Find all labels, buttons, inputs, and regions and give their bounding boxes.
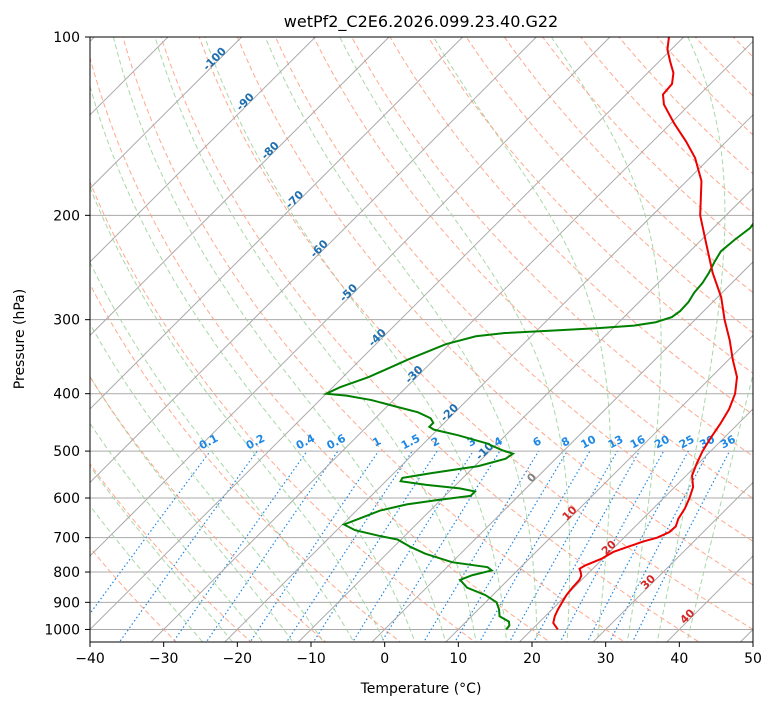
mixing-ratio-line <box>380 450 501 642</box>
isotherm-line <box>90 37 243 190</box>
dry-adiabat <box>90 375 327 642</box>
x-tick-label: 10 <box>449 651 467 667</box>
dry-adiabat <box>90 546 177 642</box>
chart-title: wetPf2_C2E6.2026.099.23.40.G22 <box>284 12 558 32</box>
isotherm-line <box>371 261 753 642</box>
dry-adiabat <box>465 37 753 334</box>
moist-adiabat <box>204 37 507 642</box>
isotherm-line <box>150 40 753 642</box>
y-tick-label: 100 <box>53 30 80 46</box>
moist-adiabat <box>551 37 662 642</box>
y-tick-label: 900 <box>53 595 80 611</box>
x-tick-label: 20 <box>523 651 541 667</box>
dry-adiabat <box>122 37 626 642</box>
plot-frame <box>89 36 754 643</box>
isotherm-line <box>518 408 753 642</box>
mixing-ratio-lines <box>90 450 731 642</box>
dry-adiabat <box>90 462 252 642</box>
isotherm-line <box>90 37 317 263</box>
dry-adiabat <box>198 37 753 631</box>
x-tick-label: 30 <box>597 651 615 667</box>
moist-adiabat <box>90 186 385 642</box>
mixing-ratio-label: 10 <box>579 433 599 452</box>
y-axis-ticks: 100 200 300 400 500 600 700 800 900 1000 <box>44 30 90 638</box>
dry-adiabat <box>351 37 753 457</box>
moist-adiabats <box>90 37 753 642</box>
mixing-ratio-line <box>312 450 438 642</box>
dewpoint-line <box>322 222 753 631</box>
mixing-ratio-label: 13 <box>606 433 626 452</box>
y-axis-label: Pressure (hPa) <box>12 289 28 389</box>
mixing-ratio-label: 36 <box>718 433 738 452</box>
x-tick-label: −30 <box>149 651 179 667</box>
mixing-ratio-label: 16 <box>628 433 648 452</box>
mixing-ratio-line <box>559 450 665 642</box>
mixing-ratio-line <box>454 450 568 642</box>
isotherm-line <box>90 37 538 484</box>
x-axis-ticks: −40 −30 −20 −10 0 10 20 30 40 50 <box>75 642 762 667</box>
moist-adiabat <box>90 322 324 642</box>
y-tick-label: 600 <box>53 491 80 507</box>
dry-adiabat <box>90 283 402 642</box>
x-tick-label: 50 <box>744 651 762 667</box>
dry-adiabat <box>236 37 753 586</box>
isotherm-line <box>445 334 753 642</box>
isotherm-line <box>90 37 685 631</box>
mixing-ratio-line <box>533 450 640 642</box>
isotherm-lines <box>90 37 753 642</box>
moist-adiabat <box>112 37 447 642</box>
dry-adiabat <box>503 37 753 294</box>
moist-adiabat <box>154 37 477 642</box>
y-tick-label: 1000 <box>44 622 80 638</box>
moist-adiabat <box>264 37 538 642</box>
mixing-ratio-line <box>118 450 258 642</box>
moist-adiabat <box>90 261 355 642</box>
y-tick-label: 800 <box>53 565 80 581</box>
mixing-ratio-label: 25 <box>677 433 697 452</box>
y-tick-label: 500 <box>53 444 80 460</box>
moist-adiabat <box>90 422 264 642</box>
y-tick-label: 200 <box>53 208 80 224</box>
mixing-ratio-line <box>249 450 380 642</box>
dry-adiabat <box>90 180 476 642</box>
moist-adiabat <box>90 465 234 642</box>
x-tick-label: −20 <box>223 651 253 667</box>
dry-adiabat <box>160 37 701 642</box>
y-tick-label: 400 <box>53 387 80 403</box>
x-tick-label: 40 <box>670 651 688 667</box>
isotherm-line <box>90 37 611 557</box>
moist-adiabat <box>339 37 571 642</box>
isotherm-line <box>90 37 390 337</box>
mixing-ratio-line <box>423 450 540 642</box>
y-tick-label: 700 <box>53 531 80 547</box>
mixing-ratio-line <box>205 450 339 642</box>
pressure-gridlines <box>90 37 753 630</box>
temperature-line <box>552 37 739 631</box>
x-tick-label: −10 <box>296 651 326 667</box>
mixing-ratio-line <box>285 450 413 642</box>
moist-adiabat <box>433 37 611 642</box>
dry-adiabat <box>90 55 551 642</box>
y-tick-label: 300 <box>53 313 80 329</box>
mixing-ratio-line <box>479 450 591 642</box>
x-axis-label: Temperature (°C) <box>360 681 482 697</box>
mixing-ratio-line <box>586 450 689 642</box>
moist-adiabat <box>90 375 294 642</box>
moist-adiabat <box>686 372 753 642</box>
isotherm-line <box>592 481 753 642</box>
moist-adiabat <box>656 37 726 642</box>
moist-adiabat <box>90 84 416 642</box>
x-tick-label: −40 <box>75 651 105 667</box>
isotherm-line <box>90 37 464 410</box>
isotherm-line <box>297 187 753 642</box>
mixing-ratio-label: 20 <box>652 433 672 452</box>
dry-adiabat <box>313 37 753 499</box>
x-tick-label: 0 <box>380 651 389 667</box>
